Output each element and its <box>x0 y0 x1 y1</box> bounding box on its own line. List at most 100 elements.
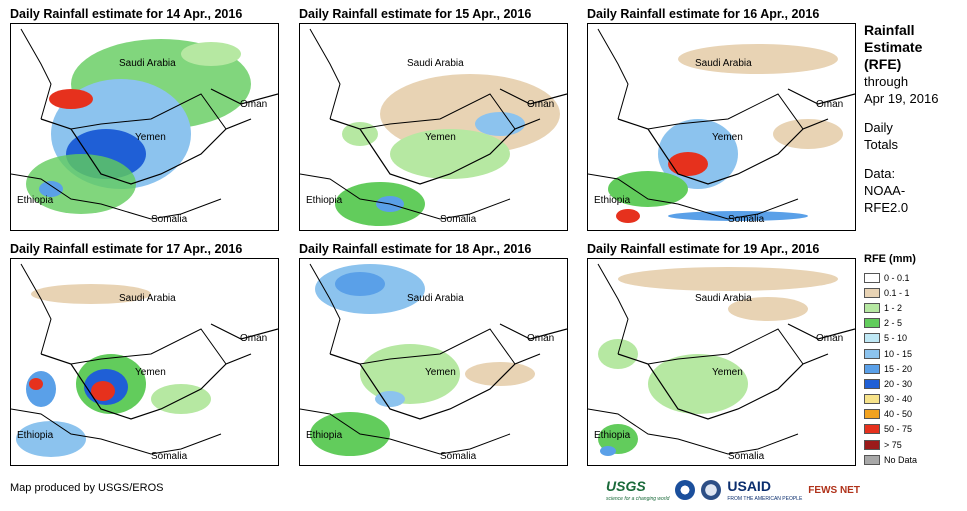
legend-item: 40 - 50 <box>864 407 917 422</box>
legend-label: 15 - 20 <box>884 363 913 374</box>
legend-label: 0 - 0.1 <box>884 272 910 283</box>
side-info: Rainfall Estimate (RFE) through Apr 19, … <box>864 22 964 216</box>
legend-swatch <box>864 333 880 344</box>
label-saudi: Saudi Arabia <box>695 58 752 69</box>
rainfall-map: Saudi Arabia Oman Yemen Ethiopia Somalia <box>299 258 568 466</box>
label-ethiopia: Ethiopia <box>594 195 631 206</box>
legend-swatch <box>864 363 880 374</box>
label-ethiopia: Ethiopia <box>306 430 343 441</box>
map-svg <box>588 263 855 456</box>
legend-item: 2 - 5 <box>864 316 917 331</box>
heading-line: Estimate <box>864 39 923 55</box>
panel-title: Daily Rainfall estimate for 14 Apr., 201… <box>10 7 243 21</box>
logos: USGS science for a changing world USAID … <box>606 478 860 502</box>
legend-swatch <box>864 348 880 359</box>
label-yemen: Yemen <box>712 132 743 143</box>
map-svg <box>300 28 567 226</box>
legend-item: 1 - 2 <box>864 300 917 315</box>
legend-item: 10 - 15 <box>864 346 917 361</box>
label-oman: Oman <box>527 99 555 110</box>
label-yemen: Yemen <box>712 367 743 378</box>
map-svg <box>588 28 855 223</box>
label-saudi: Saudi Arabia <box>119 58 176 69</box>
legend-item: 50 - 75 <box>864 422 917 437</box>
noaa-logo <box>675 480 696 500</box>
data-line: Data: <box>864 166 896 181</box>
legend-item: 30 - 40 <box>864 392 917 407</box>
label-somalia: Somalia <box>440 214 477 225</box>
label-saudi: Saudi Arabia <box>407 293 464 304</box>
label-somalia: Somalia <box>440 451 477 462</box>
usgs-logo: USGS science for a changing world <box>606 478 670 502</box>
label-oman: Oman <box>816 333 844 344</box>
legend-label: 10 - 15 <box>884 348 913 359</box>
legend-item: 15 - 20 <box>864 361 917 376</box>
through-label: through <box>864 74 909 89</box>
label-ethiopia: Ethiopia <box>594 430 631 441</box>
label-yemen: Yemen <box>425 132 456 143</box>
rainfall-map: Saudi Arabia Oman Yemen Ethiopia Somalia <box>299 23 568 231</box>
legend-swatch <box>864 454 880 465</box>
panel-title: Daily Rainfall estimate for 16 Apr., 201… <box>587 7 820 21</box>
daily-line: Totals <box>864 137 898 152</box>
legend-swatch <box>864 302 880 313</box>
rainfall-map: Saudi Arabia Oman Yemen Ethiopia Somalia <box>10 258 279 466</box>
label-saudi: Saudi Arabia <box>407 58 464 69</box>
legend-swatch <box>864 424 880 435</box>
legend-title: RFE (mm) <box>864 253 916 265</box>
legend-label: No Data <box>884 454 918 465</box>
panel-title: Daily Rainfall estimate for 19 Apr., 201… <box>587 242 820 256</box>
label-somalia: Somalia <box>728 451 765 462</box>
daily-line: Daily <box>864 120 893 135</box>
legend-item: 0.1 - 1 <box>864 285 917 300</box>
map-svg <box>11 263 278 457</box>
legend-item: > 75 <box>864 437 917 452</box>
data-line: NOAA- <box>864 183 906 198</box>
fewsnet-logo: FEWS NET <box>808 484 860 496</box>
label-oman: Oman <box>240 99 268 110</box>
legend-item: 5 - 10 <box>864 331 917 346</box>
legend-swatch <box>864 318 880 329</box>
panel-title: Daily Rainfall estimate for 18 Apr., 201… <box>299 242 532 256</box>
label-yemen: Yemen <box>425 367 456 378</box>
legend-label: 1 - 2 <box>884 302 903 313</box>
label-oman: Oman <box>240 333 268 344</box>
legend-swatch <box>864 272 880 283</box>
rainfall-map: Saudi Arabia Oman Yemen Ethiopia Somalia <box>587 23 856 231</box>
data-line: RFE2.0 <box>864 200 909 215</box>
legend-item: 0 - 0.1 <box>864 270 917 285</box>
through-date: Apr 19, 2016 <box>864 91 939 106</box>
rainfall-map: Saudi Arabia Oman Yemen Ethiopia Somalia <box>10 23 279 231</box>
legend-label: 2 - 5 <box>884 318 903 329</box>
label-ethiopia: Ethiopia <box>306 195 343 206</box>
legend-label: 30 - 40 <box>884 394 913 405</box>
panel-title: Daily Rainfall estimate for 15 Apr., 201… <box>299 7 532 21</box>
legend: RFE (mm) 0 - 0.1 0.1 - 1 1 - 2 2 - 5 5 - 10 1… <box>864 253 917 467</box>
legend-swatch <box>864 439 880 450</box>
legend-label: 0.1 - 1 <box>884 287 910 298</box>
label-somalia: Somalia <box>728 214 765 225</box>
label-yemen: Yemen <box>135 132 166 143</box>
legend-label: 40 - 50 <box>884 409 913 420</box>
legend-label: 50 - 75 <box>884 424 913 435</box>
heading-line: (RFE) <box>864 56 902 72</box>
panel-title: Daily Rainfall estimate for 17 Apr., 201… <box>10 242 243 256</box>
usaid-logo: USAID FROM THE AMERICAN PEOPLE <box>727 478 803 502</box>
legend-swatch <box>864 394 880 405</box>
label-yemen: Yemen <box>135 367 166 378</box>
legend-label: 5 - 10 <box>884 333 908 344</box>
legend-swatch <box>864 409 880 420</box>
label-saudi: Saudi Arabia <box>119 293 176 304</box>
credit-text: Map produced by USGS/EROS <box>10 482 164 494</box>
legend-item: 20 - 30 <box>864 376 917 391</box>
legend-swatch <box>864 287 880 298</box>
label-ethiopia: Ethiopia <box>17 430 54 441</box>
label-somalia: Somalia <box>151 214 188 225</box>
legend-label: 20 - 30 <box>884 378 913 389</box>
label-ethiopia: Ethiopia <box>17 195 54 206</box>
label-oman: Oman <box>527 333 555 344</box>
legend-item: No Data <box>864 452 917 467</box>
legend-swatch <box>864 378 880 389</box>
rainfall-map: Saudi Arabia Oman Yemen Ethiopia Somalia <box>587 258 856 466</box>
label-saudi: Saudi Arabia <box>695 293 752 304</box>
